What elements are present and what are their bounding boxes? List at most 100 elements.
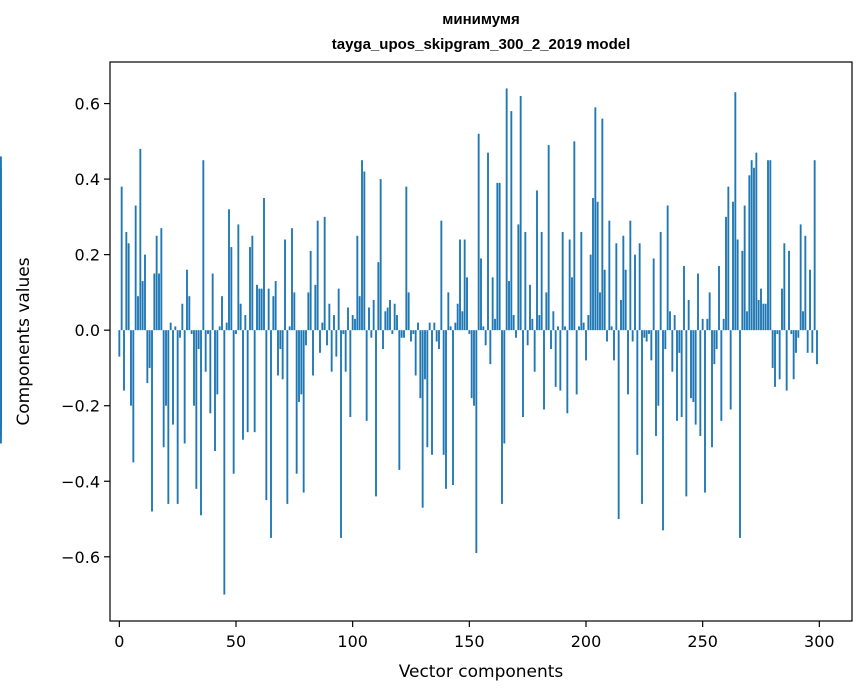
bar-274	[757, 299, 760, 331]
bar-272	[753, 167, 755, 331]
bar-247	[694, 330, 697, 425]
bar-23	[172, 330, 174, 425]
bar-1	[120, 186, 123, 331]
bar-268	[743, 205, 746, 331]
bar-275	[760, 288, 762, 331]
x-tick-label: 50	[226, 632, 246, 651]
bar-19	[162, 330, 165, 448]
bar-149	[466, 277, 468, 331]
chart-title: минимумя	[442, 11, 520, 28]
bar-28	[183, 330, 186, 444]
bar-96	[342, 330, 345, 334]
bar-225	[643, 330, 646, 338]
bar-198	[580, 231, 583, 331]
bar-146	[459, 239, 461, 331]
bar-95	[340, 330, 342, 538]
bar-253	[708, 292, 711, 331]
bar-295	[806, 330, 809, 353]
bar-205	[596, 201, 599, 331]
bar-10	[141, 281, 144, 331]
bar-195	[573, 141, 576, 331]
bar-221	[634, 254, 636, 331]
bar-265	[736, 239, 739, 331]
bar-84	[314, 284, 317, 331]
bar-2	[123, 330, 125, 391]
bar-282	[776, 330, 779, 334]
bar-30	[188, 296, 191, 331]
bar-71	[284, 239, 286, 331]
bar-246	[692, 330, 695, 402]
x-tick-label: 150	[454, 632, 485, 651]
bar-263	[732, 201, 734, 331]
bar-80	[305, 330, 307, 346]
bar-49	[232, 330, 235, 474]
bar-260	[725, 216, 727, 331]
bar-288	[790, 330, 793, 334]
bar-140	[445, 330, 447, 489]
bar-127	[414, 330, 417, 376]
bar-103	[358, 296, 361, 331]
bar-283	[778, 330, 781, 380]
bar-160	[491, 277, 494, 331]
bar-50	[235, 330, 237, 334]
bar-105	[363, 171, 366, 331]
bar-18	[160, 228, 163, 331]
y-axis: −0.6 −0.4 −0.2 0.0 0.2 0.4 0.6	[61, 95, 110, 567]
bar-223	[638, 243, 641, 331]
y-tick-label: 0.2	[75, 246, 100, 265]
bar-222	[636, 330, 639, 455]
bar-26	[179, 330, 181, 338]
bar-134	[431, 330, 433, 455]
bar-261	[727, 186, 730, 331]
bar-291	[797, 330, 800, 338]
bar-11	[144, 254, 146, 331]
bar-53	[242, 330, 244, 440]
bar-21	[167, 330, 170, 504]
bar-136	[435, 330, 438, 342]
bar-262	[729, 330, 732, 410]
bar-14	[151, 330, 153, 512]
bar-46	[225, 322, 228, 331]
bar-256	[715, 330, 718, 350]
bar-159	[489, 330, 492, 365]
bar-168	[510, 111, 513, 331]
bar-37	[204, 330, 207, 372]
bar-54	[244, 315, 247, 331]
bar-231	[657, 330, 660, 406]
bar-183	[545, 292, 548, 331]
bar-150	[468, 330, 471, 334]
bar-112	[379, 179, 382, 331]
bar-20	[165, 330, 167, 406]
bar-174	[524, 231, 527, 331]
bar-264	[734, 92, 737, 331]
bar-77	[298, 330, 300, 402]
bar-257	[718, 265, 720, 331]
bar-284	[781, 288, 783, 331]
bar-78	[300, 330, 303, 395]
bar-120	[398, 330, 401, 470]
bar-254	[711, 330, 713, 448]
bar-165	[503, 330, 506, 444]
bar-293	[802, 311, 804, 331]
bar-259	[722, 318, 725, 331]
bar-213	[615, 243, 618, 331]
bar-34	[197, 330, 200, 350]
bar-244	[687, 299, 690, 331]
bar-219	[629, 220, 632, 331]
bar-271	[750, 160, 753, 331]
bar-130	[421, 330, 424, 508]
bar-72	[286, 330, 289, 504]
bar-220	[631, 330, 634, 342]
bar-17	[158, 273, 160, 331]
bar-292	[799, 224, 802, 331]
bar-210	[608, 220, 611, 331]
bar-59	[256, 284, 258, 331]
bar-51	[237, 224, 240, 331]
bar-270	[748, 175, 751, 331]
bar-203	[592, 197, 594, 331]
bar-186	[552, 311, 555, 331]
y-tick-label: −0.2	[61, 397, 100, 416]
bar-132	[426, 330, 429, 448]
bar-74	[291, 228, 293, 331]
